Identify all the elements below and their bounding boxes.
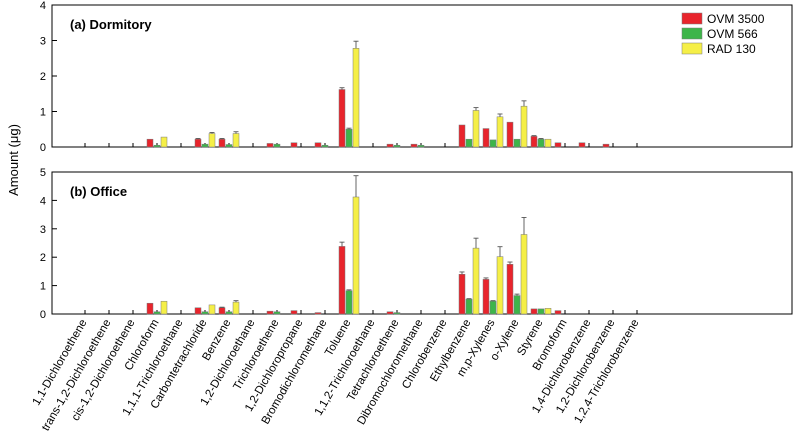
bar-ovm-3500 (482, 128, 490, 148)
bar-ovm-3500 (338, 89, 346, 148)
bar-ovm-566 (273, 311, 281, 315)
y-tick-label: 0 (40, 309, 46, 321)
y-tick-label: 1 (40, 107, 46, 119)
bar-ovm-3500 (290, 310, 298, 315)
legend-label: OVM 3500 (707, 12, 765, 26)
bar-ovm-3500 (578, 142, 586, 148)
plot-frame (51, 4, 793, 148)
bar-ovm-3500 (554, 310, 562, 315)
bar-rad-130 (232, 133, 240, 148)
y-tick-label: 0 (40, 142, 46, 154)
panel-1: 0 1 2 3 4 5 (b) Office (40, 167, 793, 321)
y-tick-label: 4 (40, 0, 46, 12)
bar-ovm-566 (465, 138, 473, 148)
bar-ovm-3500 (554, 142, 562, 148)
legend-label: RAD 130 (707, 42, 756, 56)
bar-ovm-566 (345, 129, 353, 148)
bar-ovm-3500 (314, 142, 322, 148)
bar-ovm-3500 (458, 273, 466, 315)
y-tick-label: 4 (40, 195, 46, 207)
bar-ovm-3500 (194, 138, 202, 148)
bar-rad-130 (208, 133, 216, 148)
plot-frame (51, 171, 793, 315)
bar-ovm-3500 (338, 246, 346, 315)
bar-ovm-3500 (386, 311, 394, 315)
bar-ovm-3500 (506, 121, 514, 148)
bar-ovm-566 (201, 311, 209, 315)
bar-ovm-3500 (218, 307, 226, 315)
bar-ovm-566 (153, 311, 161, 315)
bar-ovm-3500 (482, 279, 490, 315)
bar-rad-130 (520, 234, 528, 315)
y-tick-label: 2 (40, 71, 46, 83)
bar-ovm-566 (417, 144, 425, 148)
bar-ovm-566 (225, 311, 233, 315)
bar-ovm-3500 (266, 143, 274, 148)
bar-rad-130 (544, 138, 552, 148)
bar-ovm-566 (273, 143, 281, 148)
bar-ovm-3500 (410, 143, 418, 148)
bar-rad-130 (160, 136, 168, 148)
y-tick-label: 2 (40, 252, 46, 264)
bar-rad-130 (496, 116, 504, 148)
y-tick-label: 5 (40, 167, 46, 179)
panel-title: (a) Dormitory (70, 17, 152, 32)
bar-ovm-3500 (146, 302, 154, 315)
bar-rad-130 (232, 301, 240, 315)
bar-ovm-3500 (386, 143, 394, 148)
bar-ovm-566 (489, 139, 497, 148)
bar-ovm-3500 (290, 142, 298, 148)
y-axis-label: Amount (μg) (6, 124, 21, 196)
bar-ovm-566 (321, 144, 329, 148)
legend-label: OVM 566 (707, 27, 758, 41)
bar-rad-130 (544, 308, 552, 315)
legend-swatch (681, 42, 703, 55)
y-tick-label: 3 (40, 224, 46, 236)
bar-rad-130 (496, 256, 504, 315)
bar-rad-130 (160, 300, 168, 315)
bar-ovm-566 (537, 138, 545, 148)
bar-ovm-3500 (458, 124, 466, 148)
bar-ovm-3500 (146, 138, 154, 148)
bar-ovm-566 (489, 300, 497, 315)
panel-0: 0 1 2 3 4 (a) Dormitory (40, 0, 793, 154)
bar-ovm-566 (201, 143, 209, 148)
bar-rad-130 (208, 304, 216, 315)
bar-ovm-566 (465, 298, 473, 315)
bar-ovm-566 (393, 312, 401, 315)
y-tick-label: 3 (40, 36, 46, 48)
legend-swatch (681, 12, 703, 25)
bar-ovm-3500 (218, 138, 226, 148)
bar-ovm-3500 (530, 308, 538, 315)
bar-ovm-566 (537, 308, 545, 315)
bar-ovm-3500 (602, 143, 610, 148)
bar-ovm-3500 (194, 307, 202, 315)
bar-rad-130 (352, 48, 360, 148)
bar-ovm-3500 (314, 312, 322, 315)
bar-ovm-566 (393, 144, 401, 148)
y-tick-label: 1 (40, 281, 46, 293)
bar-ovm-566 (513, 295, 521, 315)
bar-ovm-566 (225, 144, 233, 148)
bar-rad-130 (352, 196, 360, 315)
bar-ovm-3500 (530, 136, 538, 148)
bar-rad-130 (472, 110, 480, 148)
bar-rad-130 (472, 247, 480, 315)
bar-rad-130 (520, 105, 528, 148)
bar-ovm-3500 (266, 310, 274, 315)
bar-ovm-3500 (506, 264, 514, 315)
panel-title: (b) Office (70, 184, 127, 199)
legend-swatch (681, 27, 703, 40)
bar-ovm-566 (153, 144, 161, 148)
bar-ovm-566 (345, 290, 353, 315)
bar-ovm-566 (513, 138, 521, 148)
